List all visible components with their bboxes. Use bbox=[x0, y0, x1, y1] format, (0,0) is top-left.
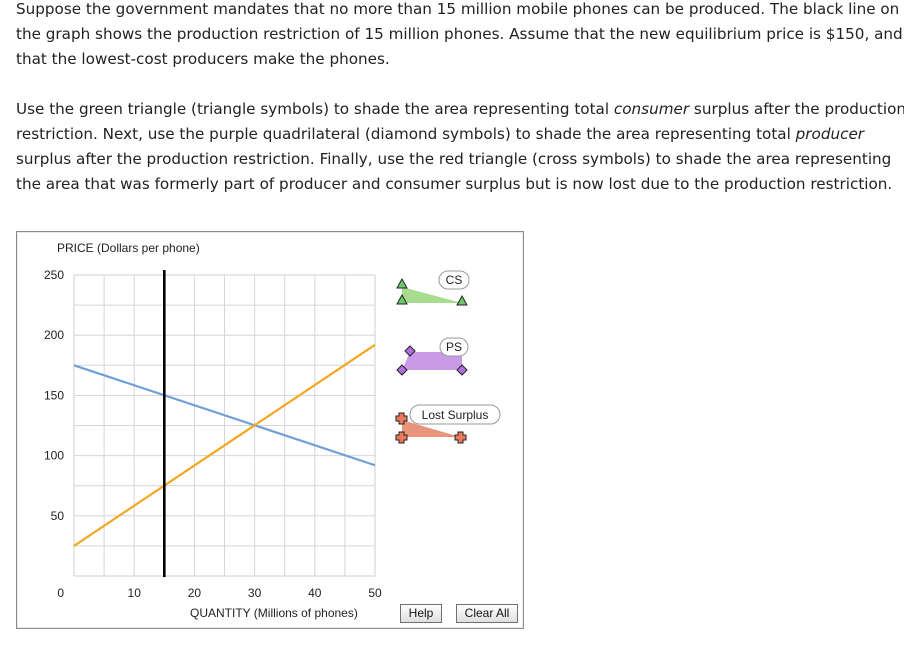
triangle-handle-icon[interactable] bbox=[456, 294, 468, 306]
y-axis-label: PRICE (Dollars per phone) bbox=[57, 241, 200, 255]
lost-surplus-label: Lost Surplus bbox=[422, 408, 489, 422]
ps-label: PS bbox=[446, 340, 462, 354]
y-tick-label: 100 bbox=[44, 449, 64, 463]
instruction-text: Use the green triangle (triangle symbols… bbox=[16, 100, 614, 118]
diamond-handle-icon[interactable] bbox=[404, 345, 416, 357]
cross-handle-icon[interactable] bbox=[454, 431, 467, 444]
instruction-paragraph-1: Suppose the government mandates that no … bbox=[16, 0, 903, 72]
instruction-line: that the lowest-cost producers make the … bbox=[16, 50, 390, 68]
x-tick-label: 30 bbox=[248, 586, 262, 600]
y-tick-label: 150 bbox=[44, 388, 64, 402]
x-tick-label: 40 bbox=[308, 586, 322, 600]
triangle-handle-icon[interactable] bbox=[396, 293, 408, 305]
cross-handle-icon[interactable] bbox=[395, 412, 408, 425]
cs-triangle-shape[interactable] bbox=[402, 287, 462, 303]
instruction-line: restriction. Next, use the purple quadri… bbox=[16, 122, 902, 147]
instruction-line: the graph shows the production restricti… bbox=[16, 25, 903, 43]
cs-tool[interactable]: CS bbox=[396, 270, 470, 306]
ps-label-pill[interactable] bbox=[439, 337, 469, 357]
x-tick-label: 20 bbox=[188, 586, 202, 600]
x-axis-label: QUANTITY (Millions of phones) bbox=[190, 606, 358, 620]
chart-ticks: 10 20 30 40 50 0 50 100 150 200 250 bbox=[44, 268, 382, 600]
instruction-line: the area that was formerly part of produ… bbox=[16, 175, 893, 193]
emphasis-producer: producer bbox=[795, 125, 865, 143]
instruction-text: restriction. Next, use the purple quadri… bbox=[16, 125, 796, 143]
instruction-line: Suppose the government mandates that no … bbox=[16, 0, 900, 18]
y-tick-label: 250 bbox=[44, 268, 64, 282]
instruction-text: surplus after the production bbox=[689, 100, 904, 118]
cs-label: CS bbox=[446, 273, 463, 287]
instruction-line: surplus after the production restriction… bbox=[16, 150, 892, 168]
y-tick-label: 0 bbox=[57, 586, 64, 600]
chart-series[interactable] bbox=[73, 270, 376, 577]
lost-surplus-label-pill[interactable] bbox=[409, 404, 501, 425]
lost-surplus-tool[interactable]: Lost Surplus bbox=[395, 404, 501, 444]
emphasis-consumer: consumer bbox=[613, 100, 690, 118]
y-tick-label: 200 bbox=[44, 328, 64, 342]
supply-line[interactable] bbox=[73, 343, 376, 547]
clear-all-button[interactable]: Clear All bbox=[456, 604, 518, 623]
diamond-handle-icon[interactable] bbox=[396, 364, 408, 376]
instruction-line: Use the green triangle (triangle symbols… bbox=[16, 97, 904, 122]
ps-quadrilateral-shape[interactable] bbox=[402, 352, 462, 370]
help-button[interactable]: Help bbox=[400, 604, 442, 623]
ps-tool[interactable]: PS bbox=[396, 337, 469, 376]
cross-handle-icon[interactable] bbox=[395, 431, 408, 444]
x-tick-label: 50 bbox=[368, 586, 382, 600]
diamond-handle-icon[interactable] bbox=[456, 364, 468, 376]
x-tick-label: 10 bbox=[128, 586, 142, 600]
cs-label-pill[interactable] bbox=[438, 270, 470, 290]
triangle-handle-icon[interactable] bbox=[396, 277, 408, 289]
demand-line[interactable] bbox=[73, 364, 376, 467]
lost-surplus-triangle-shape[interactable] bbox=[402, 420, 460, 437]
instruction-paragraph-2: Use the green triangle (triangle symbols… bbox=[16, 97, 904, 197]
chart-grid bbox=[73, 274, 376, 577]
y-tick-label: 50 bbox=[51, 509, 65, 523]
